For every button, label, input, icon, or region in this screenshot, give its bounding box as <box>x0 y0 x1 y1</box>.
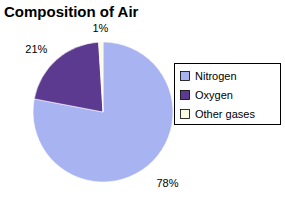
legend: Nitrogen Oxygen Other gases <box>175 64 281 125</box>
chart: Composition of Air 78% 21% 1% Nitrogen Oxygen… <box>0 0 285 208</box>
pie-slice <box>99 42 103 112</box>
slices <box>33 42 173 182</box>
legend-label: Other gases <box>195 108 255 120</box>
data-label: 1% <box>92 22 108 34</box>
legend-swatch <box>181 91 190 100</box>
data-label: 21% <box>25 43 47 55</box>
legend-label: Nitrogen <box>195 70 237 82</box>
legend-swatch <box>181 110 190 119</box>
title: Composition of Air <box>4 3 139 20</box>
data-label: 78% <box>157 177 179 189</box>
pie-slice <box>33 42 173 182</box>
data-labels: 78% 21% 1% <box>25 22 178 189</box>
legend-swatch <box>181 72 190 81</box>
legend-label: Oxygen <box>195 89 233 101</box>
legend-box <box>175 64 281 125</box>
